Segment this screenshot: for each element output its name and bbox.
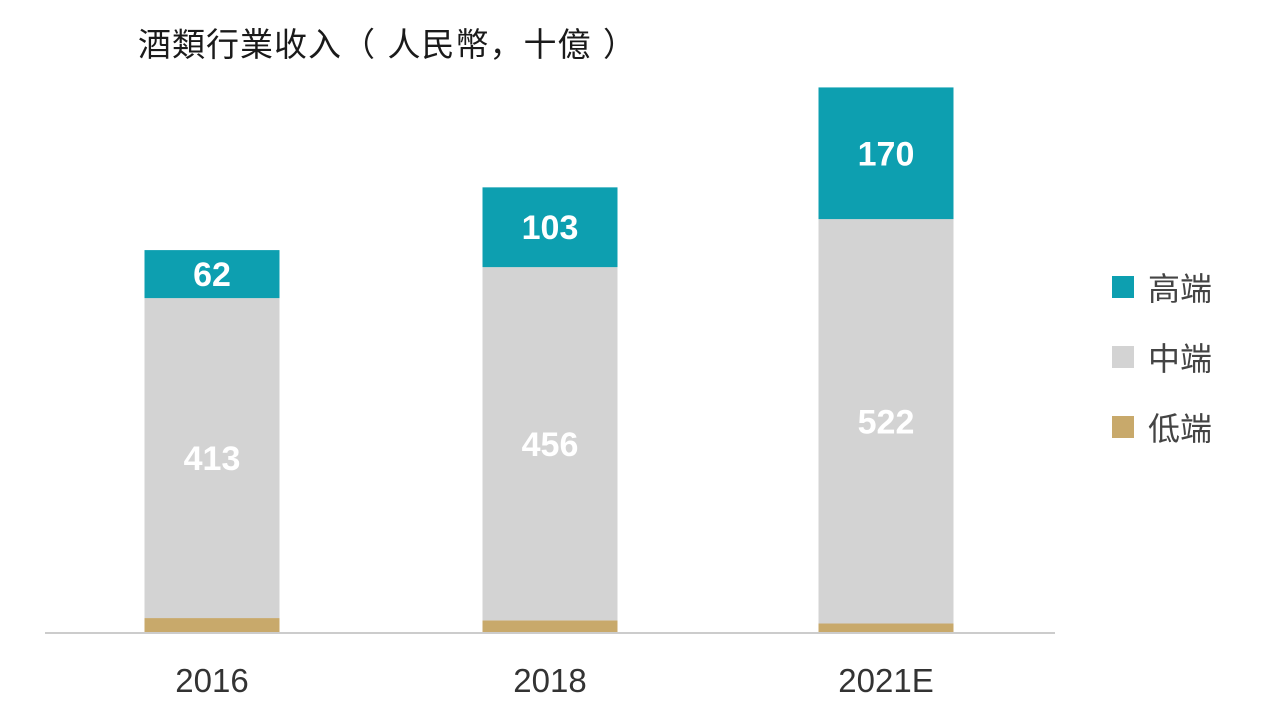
bar-segment-high-end-2018 [482,187,618,268]
legend-item-high-end: 高端 [1112,252,1212,322]
chart-title: 酒類行業收入（ 人民幣，十億 ） [138,25,637,64]
data-label-mid-range-2016: 413 [184,440,241,478]
legend-swatch-high-end [1112,276,1134,298]
x-tick-label-2018: 2018 [513,662,586,699]
bar-segment-mid-range-2021E [818,219,954,624]
data-label-high-end-2021E: 170 [858,135,915,173]
bar-segment-low-end-2021E [818,623,954,632]
data-label-mid-range-2018: 456 [522,426,579,464]
chart-legend: 高端 中端 低端 [1112,252,1212,462]
bar-segment-low-end-2016 [144,618,280,632]
legend-swatch-low-end [1112,416,1134,438]
data-label-high-end-2016: 62 [193,256,231,294]
bar-segment-low-end-2018 [482,620,618,632]
bar-segment-high-end-2021E [818,87,954,220]
legend-label-high-end: 高端 [1148,270,1213,308]
bar-segment-mid-range-2018 [482,267,618,621]
x-tick-label-2016: 2016 [175,662,248,699]
data-label-high-end-2018: 103 [522,209,579,247]
legend-item-mid-range: 中端 [1112,322,1212,392]
bar-segment-high-end-2016 [144,250,280,299]
x-tick-label-2021E: 2021E [838,662,933,699]
legend-swatch-mid-range [1112,346,1134,368]
bar-segment-mid-range-2016 [144,298,280,619]
legend-item-low-end: 低端 [1112,392,1212,462]
legend-label-low-end: 低端 [1148,410,1213,448]
legend-label-mid-range: 中端 [1148,340,1213,378]
data-label-mid-range-2021E: 522 [858,403,915,441]
